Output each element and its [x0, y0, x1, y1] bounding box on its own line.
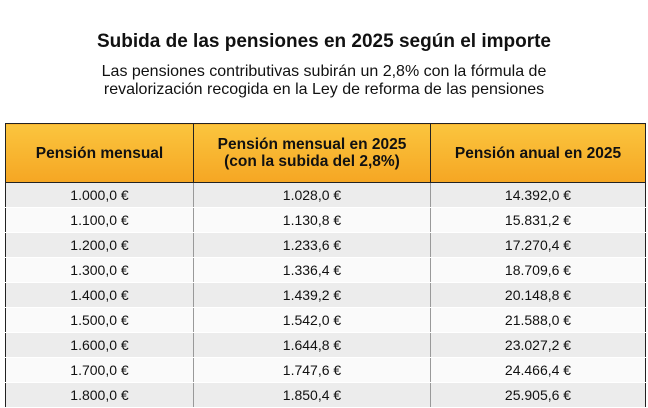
table-cell: 1.100,0 €	[5, 207, 194, 233]
table-cell: 1.233,6 €	[193, 232, 431, 258]
header-row: Pensión mensual Pensión mensual en 2025 (c…	[5, 123, 646, 183]
subtitle: Las pensiones contributivas subirán un 2…	[0, 63, 648, 99]
table-cell: 17.270,4 €	[430, 232, 646, 258]
table-cell: 21.588,0 €	[430, 307, 646, 333]
table-row: 1.000,0 €1.028,0 €14.392,0 €	[5, 182, 646, 208]
table-cell: 1.336,4 €	[193, 257, 431, 283]
table-cell: 1.500,0 €	[5, 307, 194, 333]
table-cell: 15.831,2 €	[430, 207, 646, 233]
table-cell: 1.130,8 €	[193, 207, 431, 233]
table-cell: 23.027,2 €	[430, 332, 646, 358]
column-header-line: Pensión mensual	[35, 144, 164, 162]
table-cell: 1.850,4 €	[193, 382, 431, 408]
table-row: 1.100,0 €1.130,8 €15.831,2 €	[5, 207, 646, 233]
table-row: 1.400,0 €1.439,2 €20.148,8 €	[5, 282, 646, 308]
table-cell: 14.392,0 €	[430, 182, 646, 208]
table-cell: 1.644,8 €	[193, 332, 431, 358]
table-cell: 1.300,0 €	[5, 257, 194, 283]
subtitle-line: Las pensiones contributivas subirán un 2…	[101, 63, 547, 80]
table-row: 1.500,0 €1.542,0 €21.588,0 €	[5, 307, 646, 333]
table-cell: 1.800,0 €	[5, 382, 194, 408]
table-row: 1.600,0 €1.644,8 €23.027,2 €	[5, 332, 646, 358]
table-cell: 20.148,8 €	[430, 282, 646, 308]
table-row: 1.700,0 €1.747,6 €24.466,4 €	[5, 357, 646, 383]
column-header: Pensión mensual en 2025 (con la subida de…	[193, 123, 431, 183]
table-row: 1.200,0 €1.233,6 €17.270,4 €	[5, 232, 646, 258]
table-cell: 1.747,6 €	[193, 357, 431, 383]
column-header: Pensión mensual	[5, 123, 194, 183]
table-cell: 1.600,0 €	[5, 332, 194, 358]
table-cell: 1.400,0 €	[5, 282, 194, 308]
column-header-line: Pensión anual en 2025	[454, 144, 622, 162]
table-row: 1.300,0 €1.336,4 €18.709,6 €	[5, 257, 646, 283]
table-body: 1.000,0 €1.028,0 €14.392,0 €1.100,0 €1.1…	[5, 182, 646, 408]
table-cell: 1.542,0 €	[193, 307, 431, 333]
table-cell: 24.466,4 €	[430, 357, 646, 383]
title: Subida de las pensiones en 2025 según el…	[96, 31, 552, 52]
table-cell: 25.905,6 €	[430, 382, 646, 408]
table-cell: 1.700,0 €	[5, 357, 194, 383]
table-cell: 1.000,0 €	[5, 182, 194, 208]
column-header-line: Pensión mensual en 2025	[217, 136, 407, 153]
table-cell: 18.709,6 €	[430, 257, 646, 283]
subtitle-line: revalorización recogida en la Ley de ref…	[103, 81, 545, 98]
pension-table: Pensión mensual Pensión mensual en 2025 (c…	[5, 123, 646, 408]
table-cell: 1.028,0 €	[193, 182, 431, 208]
column-header: Pensión anual en 2025	[430, 123, 646, 183]
table-cell: 1.439,2 €	[193, 282, 431, 308]
column-header-line: (con la subida del 2,8%)	[224, 153, 400, 170]
table-row: 1.800,0 €1.850,4 €25.905,6 €	[5, 382, 646, 408]
table-cell: 1.200,0 €	[5, 232, 194, 258]
